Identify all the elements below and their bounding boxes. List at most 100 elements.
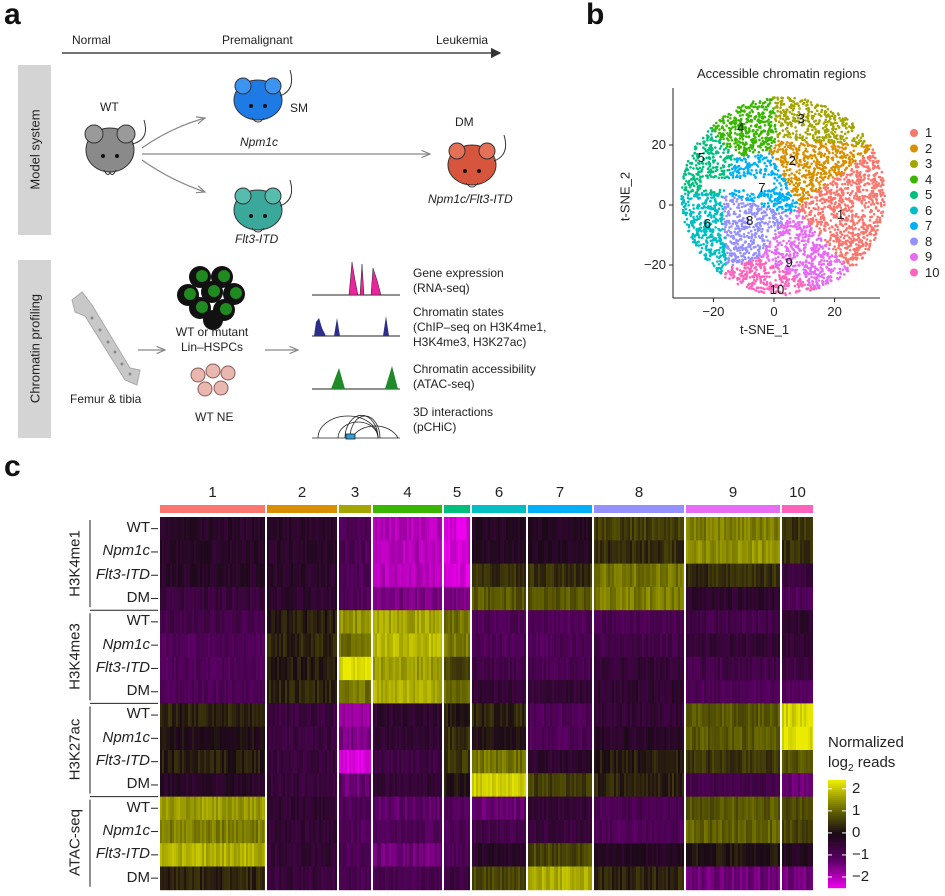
heatmap-cell [301,563,303,588]
heatmap-cell [744,517,746,541]
heatmap-cell [291,517,293,541]
heatmap-cell [429,517,431,541]
heatmap-cell [188,563,190,588]
panel-b-label: b [586,0,605,31]
tsne-point-cluster-8 [753,256,757,260]
heatmap-cell [616,517,618,541]
heatmap-cell [321,563,323,588]
heatmap-cell [456,517,458,541]
heatmap-cell [510,540,512,564]
heatmap-cell [323,540,325,564]
heatmap-cell [476,540,478,564]
heatmap-cell [696,540,698,564]
heatmap-cell [582,517,584,541]
heatmap-cell [522,517,524,541]
heatmap-cell [196,517,198,541]
heatmap-cell [339,563,341,588]
heatmap-cell [800,517,802,541]
heatmap-cell [458,517,460,541]
heatmap-cell [369,540,371,564]
heatmap-cell [524,540,526,564]
heatmap-cell [264,540,265,564]
heatmap-cell [194,517,196,541]
heatmap-cell [293,563,295,588]
heatmap-cell [806,517,808,541]
heatmap-cell [413,517,415,541]
assay-atac-title: Chromatin accessibility [413,362,536,376]
heatmap-cell [323,563,325,588]
chromatin-profiling-box [18,260,51,438]
cluster-bar-3 [339,505,371,513]
heatmap-cell [610,540,612,564]
heatmap-cell [262,563,264,588]
heatmap-cell [602,517,604,541]
heatmap-cell [578,540,580,564]
dm-mouse-icon [447,134,507,188]
heatmap-cell [186,517,188,541]
dm-genotype-label: Npm1c/Flt3-ITD [428,192,513,206]
heatmap-cell [758,517,760,541]
heatmap-cell [662,540,664,564]
heatmap-cell [204,563,206,588]
heatmap-cell [196,540,198,564]
heatmap-cell [170,517,172,541]
heatmap-cell [724,540,726,564]
heatmap-cell [291,563,293,588]
heatmap-cell [168,517,170,541]
heatmap-cell [464,517,466,541]
heatmap-cell [232,540,234,564]
heatmap-cell [660,517,662,541]
heatmap-cell [540,540,542,564]
heatmap-cell [512,517,514,541]
heatmap-cell [746,517,748,541]
heatmap-cell [666,517,668,541]
heatmap-cell [576,517,578,541]
heatmap-cell [289,540,291,564]
heatmap-cell [174,563,176,588]
heatmap-cell [558,540,560,564]
wt-mouse-icon [84,119,146,176]
heatmap-cell [204,517,206,541]
heatmap-cell [760,540,762,564]
heatmap-cell [452,563,454,588]
heatmap-cell [228,563,230,588]
heatmap-cell [584,517,586,541]
heatmap-cell [329,563,331,588]
heatmap-cell [550,517,552,541]
heatmap-cell [343,540,345,564]
heatmap-cell [283,540,285,564]
heatmap-cell [335,540,337,564]
atac-seq-track-icon [312,366,400,390]
heatmap-cell [736,517,738,541]
heatmap-cell [271,517,273,541]
heatmap-cell [345,540,347,564]
heatmap-cell [664,517,666,541]
heatmap-cell [393,517,395,541]
heatmap-cell [752,540,754,564]
heatmap-cell [804,540,806,564]
heatmap-cell [466,517,468,541]
heatmap-cell [319,563,321,588]
heatmap-cell [162,517,164,541]
heatmap-cell [399,563,401,588]
timeline-premalignant: Premalignant [222,33,293,47]
heatmap-cell [468,563,470,588]
heatmap-cell [170,540,172,564]
heatmap-cell [668,517,670,541]
heatmap-cell [478,563,480,588]
heatmap-cell [480,563,482,588]
heatmap-cell [220,517,222,541]
heatmap-cell [331,517,333,541]
heatmap-cell [708,540,710,564]
heatmap-cell [329,540,331,564]
heatmap-cell [315,563,317,588]
heatmap-cell [654,517,656,541]
heatmap-cell [313,540,315,564]
heatmap-cell [566,540,568,564]
heatmap-cell [413,563,415,588]
heatmap-cell [502,540,504,564]
heatmap-cell [448,517,450,541]
heatmap-cell [522,540,524,564]
heatmap-cell [333,540,335,564]
heatmap-cell [618,517,620,541]
